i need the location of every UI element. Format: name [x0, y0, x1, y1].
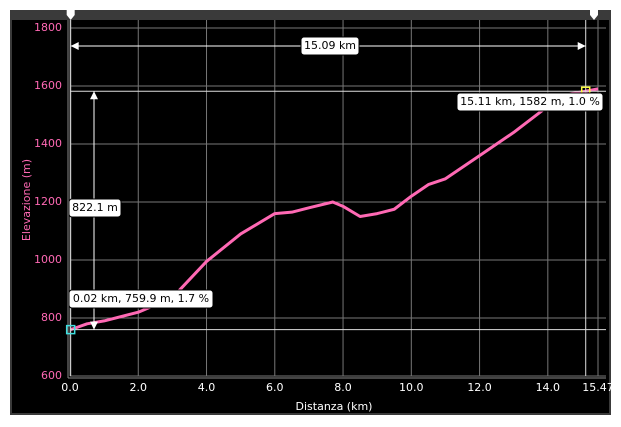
x-tick-label: 14.0	[536, 381, 561, 394]
x-tick-label: 0.0	[61, 381, 79, 394]
point-marker	[65, 324, 76, 335]
y-tick-label: 1000	[34, 253, 62, 266]
y-tick-label: 1600	[34, 79, 62, 92]
x-tick-label: 2.0	[130, 381, 148, 394]
label-box	[456, 92, 604, 112]
point-label: 0.02 km, 759.9 m, 1.7 %	[73, 292, 209, 305]
label-box	[68, 289, 214, 309]
slider-pin	[66, 10, 75, 20]
label-box	[300, 36, 360, 56]
x-tick-label: 4.0	[198, 381, 216, 394]
x-axis-title: Distanza (km)	[296, 400, 373, 413]
distance-label: 15.09 km	[304, 39, 356, 52]
label-box	[68, 198, 122, 218]
point-label: 15.11 km, 1582 m, 1.0 %	[460, 95, 600, 108]
x-tick-label: 6.0	[266, 381, 284, 394]
slider-pin	[590, 10, 598, 20]
y-tick-label: 1400	[34, 137, 62, 150]
y-tick-label: 600	[41, 369, 62, 382]
elevation-label: 822.1 m	[72, 201, 118, 214]
x-tick-label: 10.0	[399, 381, 424, 394]
y-tick-label: 1800	[34, 21, 62, 34]
x-tick-label: 8.0	[334, 381, 352, 394]
y-tick-label: 1200	[34, 195, 62, 208]
x-tick-label: 15.47	[582, 381, 614, 394]
x-tick-label: 12.0	[467, 381, 492, 394]
y-axis-title: Elevazione (m)	[20, 159, 33, 241]
y-tick-label: 800	[41, 311, 62, 324]
